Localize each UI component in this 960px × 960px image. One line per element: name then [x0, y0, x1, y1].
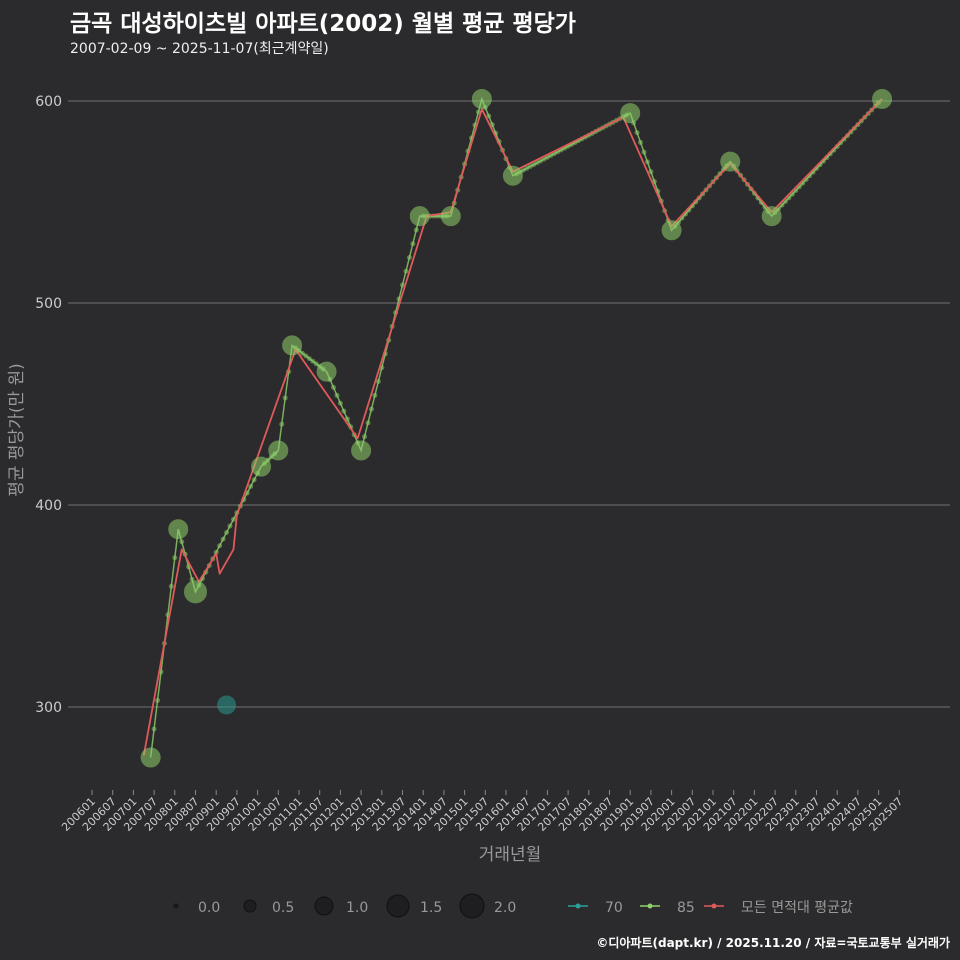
series-85-point — [471, 88, 492, 109]
series-85-point — [502, 165, 523, 186]
series-85-small-point — [303, 353, 309, 359]
series-85-small-point — [313, 361, 319, 367]
series-85-small-point — [310, 358, 316, 364]
x-axis-label: 거래년월 — [479, 845, 542, 865]
series-85-point — [351, 440, 372, 461]
series-mean-line — [142, 98, 883, 756]
series-85-small-point — [641, 149, 647, 155]
size-legend-label: 0.0 — [198, 900, 220, 916]
series-85-small-point — [334, 392, 340, 398]
series-85-small-point — [362, 434, 368, 440]
size-legend-label: 2.0 — [494, 900, 516, 916]
legend-marker — [575, 903, 581, 909]
series-85-small-point — [306, 356, 312, 362]
series-85-small-point — [213, 549, 219, 555]
series-85-line — [149, 96, 883, 758]
series-85-small-point — [406, 254, 412, 260]
chart-title: 금곡 대성하이츠빌 아파트(2002) 월별 평균 평당가 — [70, 11, 576, 37]
series-85-point — [140, 747, 161, 768]
series-85-point — [184, 580, 207, 604]
series-85-small-point — [151, 726, 157, 732]
series-85-point — [409, 206, 430, 227]
y-axis-label: 평균 평당가(만 원) — [7, 363, 27, 497]
series-85-small-point — [372, 392, 378, 398]
series-85-point — [316, 361, 337, 382]
series-85-small-point — [331, 384, 336, 390]
series-85-point — [268, 440, 289, 461]
y-tick-label: 600 — [35, 94, 62, 110]
series-70-point — [217, 695, 237, 715]
chart-subtitle: 2007-02-09 ~ 2025-11-07(최근계약일) — [70, 41, 329, 57]
series-85-small-point — [475, 109, 481, 115]
series-85-small-point — [638, 139, 644, 145]
size-legend-marker — [386, 894, 410, 918]
legend-label: 모든 면적대 평균값 — [741, 900, 853, 916]
series-85-small-point — [299, 350, 305, 356]
legend-marker — [711, 903, 717, 909]
series-85-small-point — [413, 227, 419, 233]
series-85-small-point — [337, 400, 343, 406]
legend-label: 85 — [677, 900, 695, 916]
series-85-small-point — [251, 477, 257, 483]
series-85-small-point — [368, 406, 374, 412]
size-legend-label: 1.5 — [420, 900, 442, 916]
series-85-small-point — [365, 420, 371, 426]
series-85-small-point — [341, 408, 347, 414]
series-85-point — [761, 206, 782, 227]
series-85-small-point — [230, 516, 236, 522]
series-85-small-point — [227, 523, 233, 529]
size-legend-marker — [314, 896, 334, 916]
series-85-small-point — [648, 169, 654, 175]
size-legend-marker — [243, 899, 257, 913]
size-legend-label: 0.5 — [272, 900, 294, 916]
size-legend-marker — [173, 903, 179, 909]
series-85-small-point — [168, 583, 174, 589]
series-85-point — [661, 220, 682, 241]
series-85-point — [720, 151, 741, 172]
series-85-small-point — [403, 268, 409, 274]
size-legend-marker — [459, 893, 485, 919]
y-tick-label: 300 — [35, 700, 62, 716]
series-85-small-point — [220, 536, 226, 542]
series-85-point — [872, 88, 893, 109]
series-85-small-point — [400, 282, 405, 288]
size-legend-label: 1.0 — [346, 900, 368, 916]
series-85-small-point — [279, 421, 285, 427]
series-85-small-point — [644, 159, 650, 165]
series-85-small-point — [217, 543, 223, 549]
y-tick-label: 500 — [35, 296, 62, 312]
series-85-point — [620, 103, 641, 124]
series-85-small-point — [248, 483, 254, 489]
legend-label: 70 — [605, 900, 623, 916]
series-85-small-point — [486, 113, 492, 119]
series-85-small-point — [410, 241, 416, 247]
series-85-small-point — [375, 379, 381, 385]
series-85-point — [440, 206, 461, 227]
series-85-small-point — [634, 130, 640, 136]
series-85-point — [168, 519, 189, 540]
legend-marker — [647, 903, 653, 909]
series-85-point — [282, 335, 303, 356]
series-85-small-point — [172, 555, 178, 561]
series-85-small-point — [224, 530, 230, 536]
footer-credit: ©디아파트(dapt.kr) / 2025.11.20 / 자료=국토교통부 실… — [596, 936, 950, 950]
y-tick-label: 400 — [35, 498, 62, 514]
series-85-small-point — [179, 539, 185, 545]
series-85-small-point — [282, 395, 288, 401]
series-85-small-point — [155, 697, 161, 703]
series-85-point — [251, 456, 272, 477]
